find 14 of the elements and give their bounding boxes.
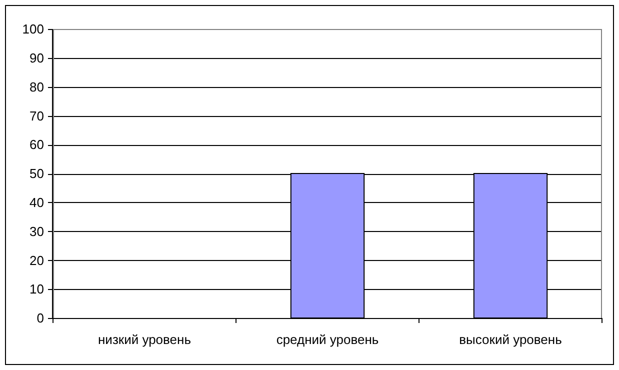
y-tick-label: 90 <box>30 50 44 66</box>
y-tick-label: 0 <box>36 310 44 326</box>
x-tick-label: низкий уровень <box>98 332 192 347</box>
y-tick-label: 30 <box>30 224 44 239</box>
y-tick-label: 10 <box>30 282 44 297</box>
y-tick-label: 40 <box>30 194 44 210</box>
y-tick-label: 20 <box>30 252 44 268</box>
y-tick-label: 80 <box>30 79 44 94</box>
x-tick-label: высокий уровень <box>459 332 562 347</box>
y-tick-label: 60 <box>30 137 44 152</box>
x-tick-label: средний уровень <box>276 332 379 347</box>
y-tick-label: 100 <box>22 22 44 37</box>
y-tick-label: 50 <box>30 166 44 182</box>
y-tick-label: 70 <box>30 108 44 124</box>
